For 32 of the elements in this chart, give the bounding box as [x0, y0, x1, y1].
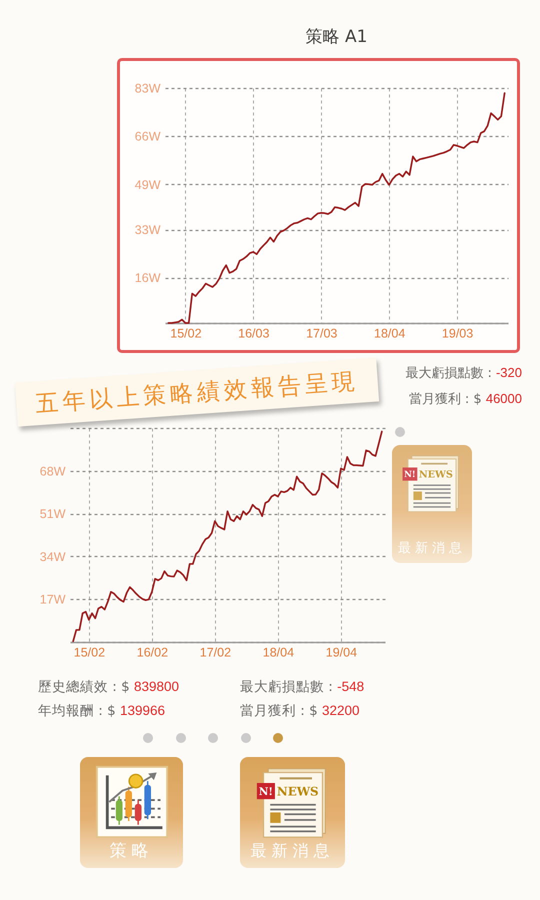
text: 當月獲利 : $ 32200 [240, 703, 360, 719]
chart-title: 策略 A1 [306, 27, 368, 47]
text: 當月獲利 : $ 46000 [408, 391, 522, 407]
y-tick-label: 34W [40, 550, 66, 564]
button-tile: 策略 [80, 757, 183, 868]
y-tick-label: 66W [134, 130, 161, 144]
line-series [168, 92, 506, 324]
x-tick-label: 17/02 [200, 646, 232, 660]
x-tick-label: 15/02 [170, 326, 202, 340]
y-tick-label: 17W [40, 592, 66, 607]
y-tick-label: 83W [134, 82, 161, 96]
y-tick-label: 49W [134, 178, 161, 192]
x-tick-label: 19/03 [442, 326, 474, 340]
line-series [72, 430, 383, 642]
banner: 五年以上策略績效報告呈現 [14, 357, 380, 427]
x-tick-label: 18/04 [374, 326, 406, 340]
button-tile: N! NEWS 最新消息 [240, 757, 345, 868]
x-tick-label: 19/04 [326, 646, 358, 660]
text: 最大虧損點數 : -548 [240, 679, 364, 695]
x-tick-label: 18/04 [262, 646, 294, 660]
x-tick-label: 15/02 [74, 646, 106, 660]
text: 最大虧損點數 : -320 [405, 365, 522, 381]
text: 歷史總績效 : $ 839800 [38, 679, 180, 695]
y-tick-label: 33W [134, 223, 161, 238]
x-tick-label: 16/03 [238, 326, 270, 340]
x-tick-label: 17/03 [306, 326, 338, 340]
text: 年均報酬 : $ 139966 [38, 703, 166, 719]
button-tile: N! NEWS 最新消息 [392, 445, 472, 563]
y-tick-label: 16W [134, 271, 161, 286]
y-tick-label: 68W [40, 464, 66, 478]
x-tick-label: 16/02 [136, 646, 168, 660]
y-tick-label: 51W [40, 507, 66, 522]
